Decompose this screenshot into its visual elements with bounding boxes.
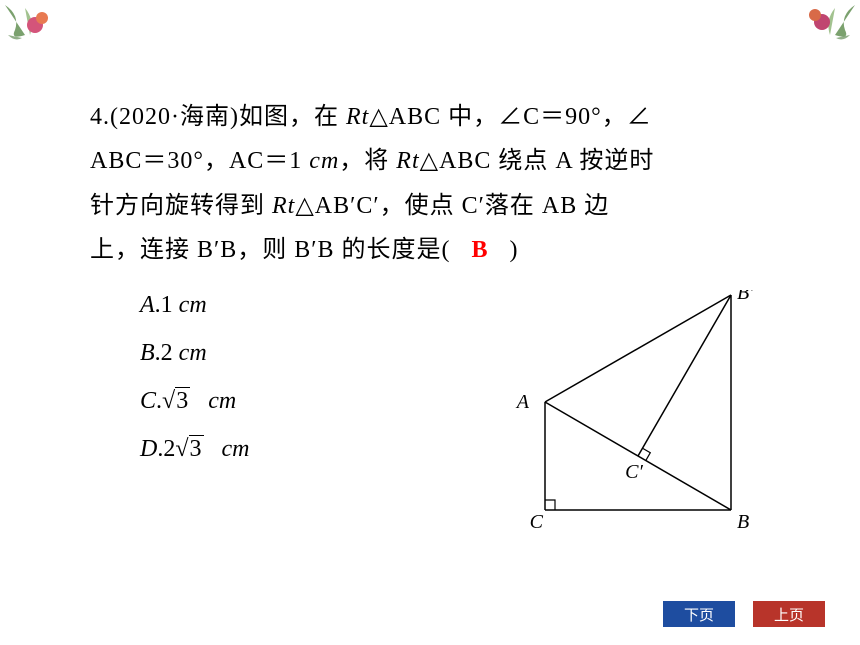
svg-text:B: B — [737, 511, 749, 533]
next-page-button[interactable]: 下页 — [663, 601, 735, 627]
question-text: 4.(2020·海南)如图，在 Rt△ABC 中，∠C＝90°，∠ ABC＝30… — [90, 95, 780, 273]
svg-text:B′: B′ — [737, 290, 754, 304]
svg-text:C: C — [530, 511, 544, 533]
question-source: (2020·海南) — [110, 104, 239, 130]
question-number: 4. — [90, 104, 110, 130]
nav-buttons: 下页 上页 — [663, 601, 825, 627]
decoration-left — [0, 0, 80, 50]
svg-text:C′: C′ — [625, 461, 643, 483]
geometry-diagram: A B C B′ C′ — [495, 290, 775, 535]
prev-page-button[interactable]: 上页 — [753, 601, 825, 627]
svg-text:A: A — [515, 391, 530, 413]
answer-marker: B — [472, 237, 489, 263]
decoration-right — [780, 0, 860, 50]
